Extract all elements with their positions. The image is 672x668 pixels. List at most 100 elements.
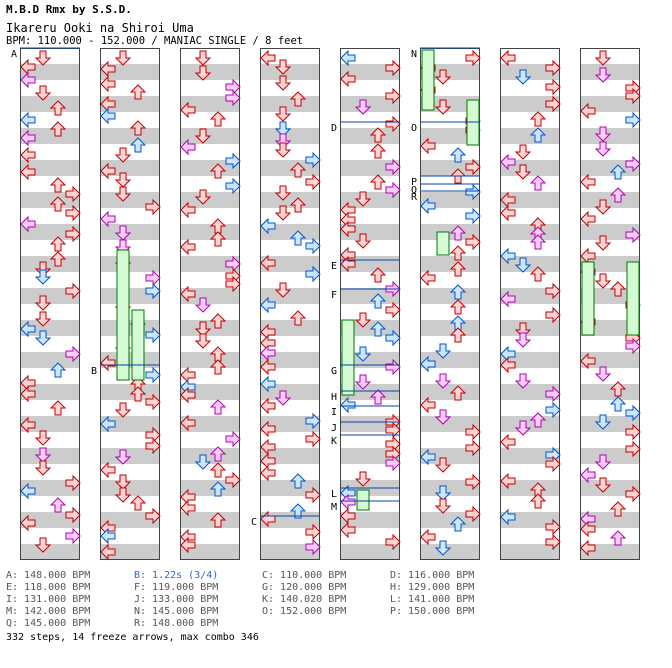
step-arrow [594, 366, 612, 382]
legend-entry: A: 148.000 BPM [6, 570, 91, 581]
step-arrow [420, 137, 436, 155]
beat-stripe [580, 416, 640, 432]
step-arrow [609, 501, 627, 517]
step-arrow [420, 448, 436, 466]
step-arrow [449, 225, 467, 241]
beat-stripe [500, 448, 560, 464]
step-arrow [274, 282, 292, 298]
beat-stripe [420, 256, 480, 272]
step-arrow [434, 99, 452, 115]
step-arrow [209, 446, 227, 462]
step-arrow [340, 521, 356, 539]
step-arrow [100, 415, 116, 433]
step-arrow [354, 471, 372, 487]
beat-stripe [340, 352, 400, 368]
beat-stripe [100, 256, 160, 272]
step-arrow [500, 433, 516, 451]
step-arrow [305, 237, 321, 255]
beat-stripe [500, 96, 560, 112]
step-arrow [20, 129, 36, 147]
step-arrow [594, 67, 612, 83]
step-arrow [305, 523, 321, 541]
beat-stripe [260, 288, 320, 304]
step-arrow [580, 210, 596, 228]
step-arrow [434, 498, 452, 514]
step-arrow [289, 503, 307, 519]
step-arrow [114, 225, 132, 241]
beat-stripe [100, 96, 160, 112]
step-arrow [594, 235, 612, 251]
step-arrow [465, 233, 481, 251]
step-arrow [465, 183, 481, 201]
step-arrow [129, 137, 147, 153]
legend-entry: Q: 145.000 BPM [6, 618, 91, 629]
step-arrow [260, 464, 276, 482]
step-arrow [274, 121, 292, 137]
step-arrow [434, 540, 452, 556]
freeze-arrow [421, 49, 435, 111]
step-arrow [529, 127, 547, 143]
step-arrow [514, 373, 532, 389]
step-arrow [274, 205, 292, 221]
step-arrow [180, 536, 196, 554]
bpm-change-label: L [331, 489, 337, 500]
step-arrow [34, 430, 52, 446]
step-arrow [100, 107, 116, 125]
step-arrow [609, 281, 627, 297]
step-arrow [594, 126, 612, 142]
bpm-change-label: N [411, 49, 417, 60]
step-arrow [145, 393, 161, 411]
step-arrow [354, 191, 372, 207]
step-arrow [580, 539, 596, 557]
beat-stripe [20, 544, 80, 560]
bpm-change-label: M [331, 502, 337, 513]
step-arrow [49, 196, 67, 212]
beat-stripe [260, 192, 320, 208]
bpm-change-label: R [411, 192, 418, 203]
step-arrow [385, 358, 401, 376]
step-arrow [180, 386, 196, 404]
step-arrow [594, 454, 612, 470]
beat-stripe [580, 448, 640, 464]
step-arrow [260, 375, 276, 393]
beat-stripe [260, 64, 320, 80]
step-arrow [369, 293, 387, 309]
step-arrow [225, 275, 241, 293]
beat-stripe [180, 160, 240, 176]
step-arrow [594, 273, 612, 289]
step-arrow [129, 120, 147, 136]
step-arrow [34, 447, 52, 463]
step-arrow [65, 474, 81, 492]
step-arrow [449, 385, 467, 401]
step-arrow [100, 60, 116, 78]
step-arrow [369, 267, 387, 283]
beat-stripe [420, 96, 480, 112]
step-arrow [545, 518, 561, 536]
step-arrow [449, 261, 467, 277]
step-arrow [545, 282, 561, 300]
step-arrow [385, 158, 401, 176]
step-arrow [65, 345, 81, 363]
beat-stripe [100, 544, 160, 560]
step-arrow [260, 358, 276, 376]
step-arrow [580, 173, 596, 191]
step-arrow [385, 329, 401, 347]
step-arrow [225, 471, 241, 489]
beat-stripe [340, 384, 400, 400]
step-arrow [65, 204, 81, 222]
beat-stripe [260, 480, 320, 496]
legend-entry: E: 118.000 BPM [6, 582, 91, 593]
freeze-arrow [581, 261, 595, 336]
bpm-change-label: E [331, 261, 337, 272]
beat-stripe [420, 416, 480, 432]
step-arrow [434, 373, 452, 389]
legend-entry: R: 148.000 BPM [134, 618, 219, 629]
step-arrow [369, 174, 387, 190]
step-arrow [580, 352, 596, 370]
step-arrow [305, 173, 321, 191]
legend-entry: J: 133.000 BPM [134, 594, 219, 605]
freeze-arrow [116, 249, 130, 381]
step-arrow [194, 128, 212, 144]
step-arrow [529, 234, 547, 250]
legend-entry: G: 120.000 BPM [262, 582, 347, 593]
